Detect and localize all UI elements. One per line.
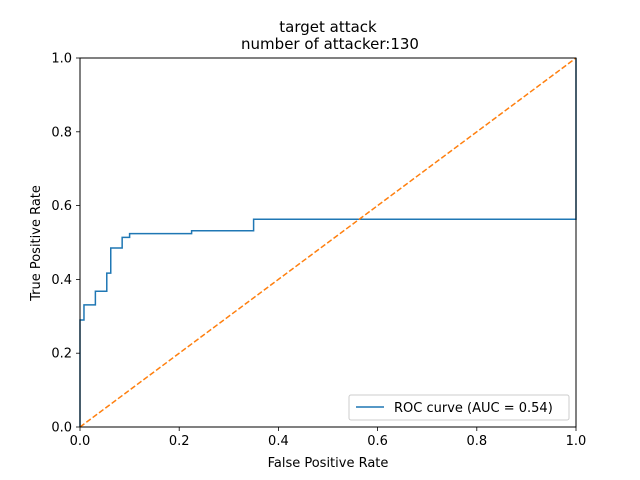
legend-label-roc: ROC curve (AUC = 0.54)	[394, 401, 553, 416]
chance-diagonal-line	[79, 57, 577, 428]
y-axis-label: True Positive Rate	[29, 185, 44, 302]
plot-area	[79, 57, 577, 428]
y-tick-label: 0.2	[51, 347, 72, 362]
plot-frame	[79, 57, 577, 428]
x-tick-label: 0.0	[70, 434, 91, 449]
y-tick-label: 0.8	[51, 125, 72, 140]
x-axis: 0.0 0.2 0.4 0.6 0.8 1.0	[70, 427, 587, 449]
x-axis-label: False Positive Rate	[268, 456, 389, 471]
y-tick-label: 1.0	[51, 52, 72, 67]
legend-box	[348, 394, 570, 421]
y-tick-label: 0.6	[51, 199, 72, 214]
y-tick-label: 0.0	[51, 421, 72, 436]
x-tick-label: 1.0	[566, 434, 587, 449]
y-axis: 0.0 0.2 0.4 0.6 0.8 1.0	[51, 52, 80, 436]
x-tick-label: 0.8	[466, 434, 487, 449]
legend: ROC curve (AUC = 0.54)	[348, 394, 570, 421]
x-tick-label: 0.4	[268, 434, 289, 449]
x-tick-label: 0.2	[169, 434, 190, 449]
chart-subtitle: number of attacker:130	[241, 35, 419, 53]
y-tick-label: 0.4	[51, 273, 72, 288]
chart-title: target attack	[279, 18, 377, 36]
x-tick-label: 0.6	[367, 434, 388, 449]
roc-curve-line	[79, 58, 577, 427]
